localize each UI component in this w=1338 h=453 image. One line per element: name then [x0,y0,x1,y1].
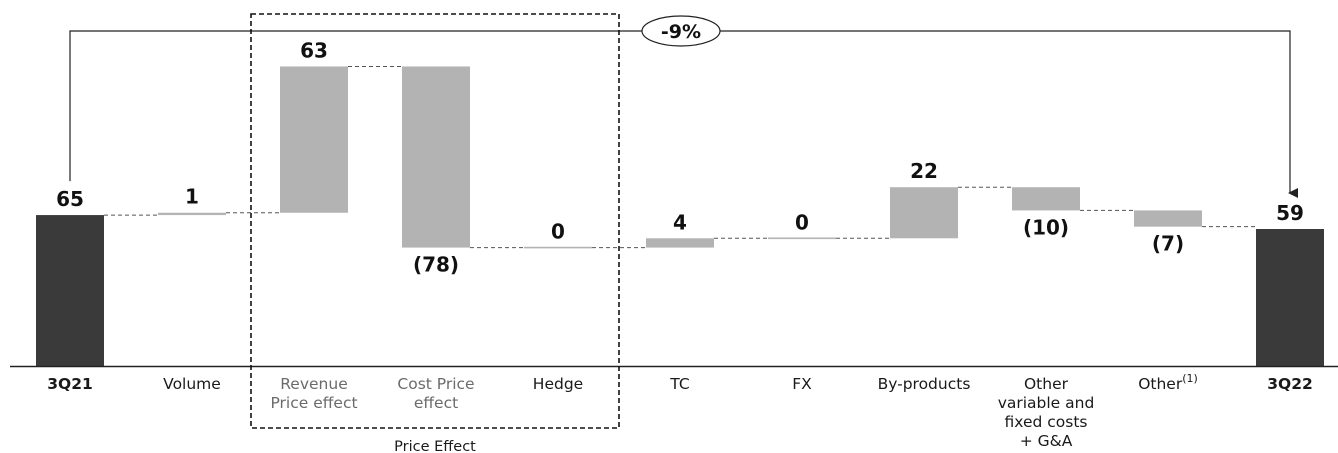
price-effect-box [250,13,620,429]
category-label-by-products: By-products [878,375,971,393]
bar-volume [158,212,226,216]
bar-revenue [280,66,348,213]
bar-3q21 [36,215,104,366]
price-effect-label: Price Effect [394,439,476,453]
bar-hedge [524,246,592,249]
category-label-3q22: 3Q22 [1267,375,1313,393]
value-label-other: (10) [1023,215,1069,239]
value-label-revenue: 63 [300,38,328,62]
change-percent-label: -9% [661,21,701,43]
change-ellipse [641,15,721,47]
bar-tc [646,238,714,248]
bar-by-products [890,187,958,239]
value-label-other: (7) [1152,232,1184,256]
bars-layer [10,66,1338,368]
value-label-hedge: 0 [551,220,565,244]
value-label-3q21: 65 [56,187,84,211]
category-label-tc: TC [669,375,689,393]
value-label-volume: 1 [185,185,199,209]
value-label-by-products: 22 [910,159,938,183]
bar-3q22 [1256,229,1324,366]
bar-other [1134,210,1202,227]
bar-fx [768,237,836,240]
category-label-other: Other(1) [1138,372,1198,393]
category-labels-layer: 3Q21 Volume Revenue Price effect Cost Price e… [47,372,1313,450]
category-label-fx: FX [792,375,812,393]
category-label-revenue: Revenue Price effect [270,375,357,412]
category-label-volume: Volume [163,375,221,393]
value-labels-layer: 65 1 63 (78) 0 4 0 22 (10) (7) 59 [56,38,1304,276]
change-bracket-line [69,30,1298,199]
category-label-hedge: Hedge [533,375,583,393]
change-bracket: -9% [69,15,1298,199]
bar-other [1012,187,1080,211]
value-label-cost-price: (78) [413,253,459,277]
value-label-3q22: 59 [1276,201,1304,225]
category-label-other: Other variable and fixed costs + G&A [998,375,1095,450]
value-label-fx: 0 [795,210,809,234]
bar-cost-price [402,66,470,248]
connectors-layer [104,65,1256,249]
category-label-3q21: 3Q21 [47,375,93,393]
category-label-cost-price: Cost Price effect [397,375,474,412]
price-effect-group: Price Effect [250,13,620,453]
value-label-tc: 4 [673,210,687,234]
